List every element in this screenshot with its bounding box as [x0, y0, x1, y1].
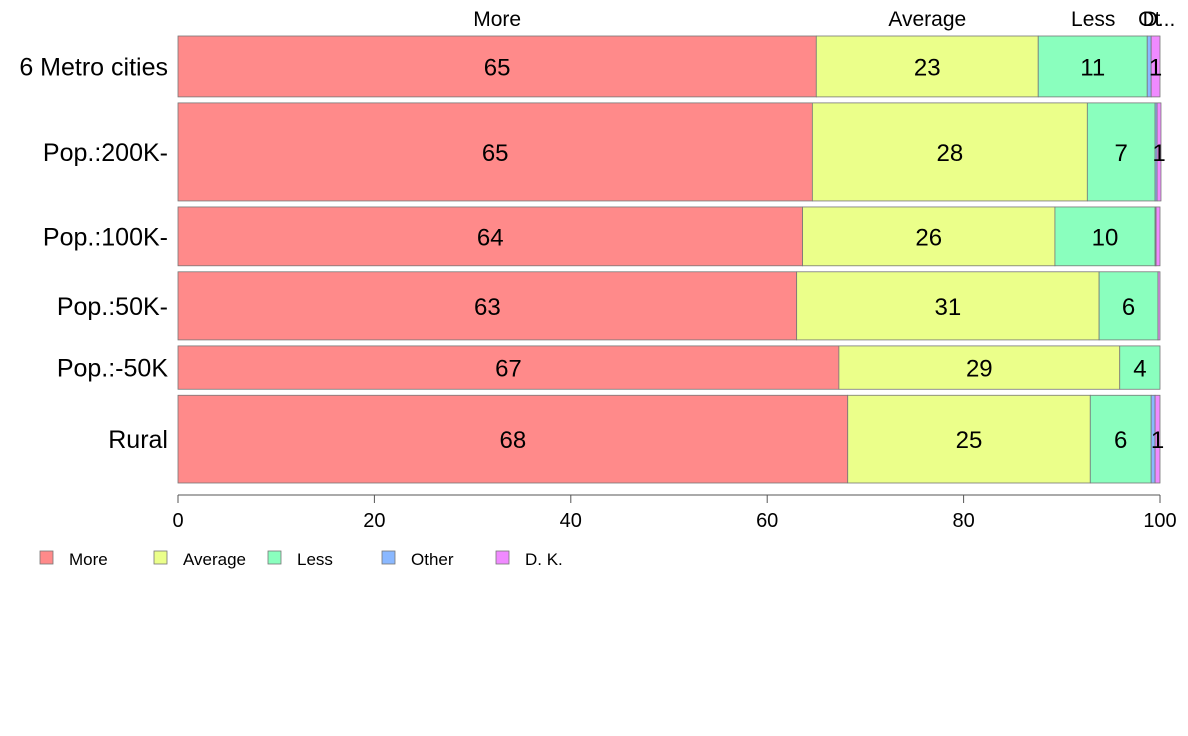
data-label: 10	[1092, 224, 1119, 251]
data-label: 11	[1080, 54, 1105, 81]
legend-swatch	[381, 550, 396, 565]
series-top-label: Average	[888, 8, 966, 31]
bar-segment-pop-100k--average	[802, 206, 1056, 267]
series-top-label: D...	[1143, 8, 1176, 31]
series-top-label: Ot	[1138, 8, 1160, 31]
data-label: 4	[1133, 356, 1146, 383]
legend-label: Average	[183, 550, 246, 569]
x-tick-label: 40	[560, 510, 582, 532]
x-tick-label: 60	[756, 510, 778, 532]
data-label: 64	[477, 224, 504, 251]
category-label: Pop.:-50K	[57, 355, 169, 383]
data-label: 65	[482, 140, 509, 167]
legend-label: D. K.	[525, 550, 563, 569]
bar-segment-pop-200k--more	[177, 102, 813, 202]
bar-segment-rural-more	[177, 394, 849, 484]
bar-segment-pop-200k--d-k-	[1156, 102, 1162, 202]
data-label: 23	[914, 54, 941, 81]
bar-segment-6-metro-cities-d-k-	[1150, 35, 1161, 98]
bar-segment-rural-d-k-	[1154, 394, 1161, 484]
bar-segment-pop-50k--average	[796, 271, 1100, 341]
data-label: 25	[956, 427, 983, 454]
bar-segment-6-metro-cities-less	[1037, 35, 1148, 98]
category-label: Rural	[108, 426, 168, 454]
x-tick-label: 100	[1143, 510, 1176, 532]
bar-segment-pop-200k--average	[811, 102, 1088, 202]
x-tick-label: 80	[952, 510, 974, 532]
bar-segment-pop-200k--less	[1086, 102, 1156, 202]
bar-segment-pop-50k-less	[1119, 345, 1161, 390]
x-tick-label: 20	[363, 510, 385, 532]
data-label: 6	[1114, 427, 1127, 454]
category-label: 6 Metro cities	[19, 53, 168, 81]
data-label: 1	[1149, 54, 1162, 81]
bar-segment-rural-less	[1089, 394, 1152, 484]
data-label: 1	[1151, 427, 1164, 454]
bar-segment-6-metro-cities-more	[177, 35, 817, 98]
data-label: 6	[1122, 294, 1135, 321]
data-label: 29	[966, 356, 993, 383]
bar-segment-pop-50k-more	[177, 345, 840, 390]
legend-label: More	[69, 550, 108, 569]
x-tick-label: 0	[172, 510, 183, 532]
bar-segment-pop-50k--less	[1098, 271, 1159, 341]
category-label: Pop.:100K-	[43, 223, 168, 251]
data-label: 7	[1115, 140, 1128, 167]
data-label: 1	[1152, 140, 1165, 167]
legend-swatch	[39, 550, 54, 565]
legend-swatch	[267, 550, 282, 565]
data-label: 31	[935, 294, 962, 321]
legend-label: Less	[297, 550, 333, 569]
data-label: 26	[915, 224, 942, 251]
data-label: 65	[484, 54, 511, 81]
bar-segment-pop-100k--d-k-	[1155, 206, 1161, 267]
bar-segment-pop-50k--d-k-	[1157, 271, 1161, 341]
category-label: Pop.:200K-	[43, 139, 168, 167]
data-label: 28	[937, 140, 964, 167]
legend-swatch	[495, 550, 510, 565]
category-label: Pop.:50K-	[57, 293, 168, 321]
series-top-label: More	[473, 8, 521, 31]
bar-segment-rural-average	[847, 394, 1091, 484]
data-label: 68	[500, 427, 527, 454]
data-label: 63	[474, 294, 501, 321]
data-label: 67	[495, 356, 522, 383]
bar-segment-pop-50k--more	[177, 271, 798, 341]
bar-segment-6-metro-cities-average	[815, 35, 1039, 98]
legend-label: Other	[411, 550, 454, 569]
bar-segment-pop-100k--more	[177, 206, 803, 267]
series-top-label: Less	[1071, 8, 1115, 31]
legend-swatch	[153, 550, 168, 565]
